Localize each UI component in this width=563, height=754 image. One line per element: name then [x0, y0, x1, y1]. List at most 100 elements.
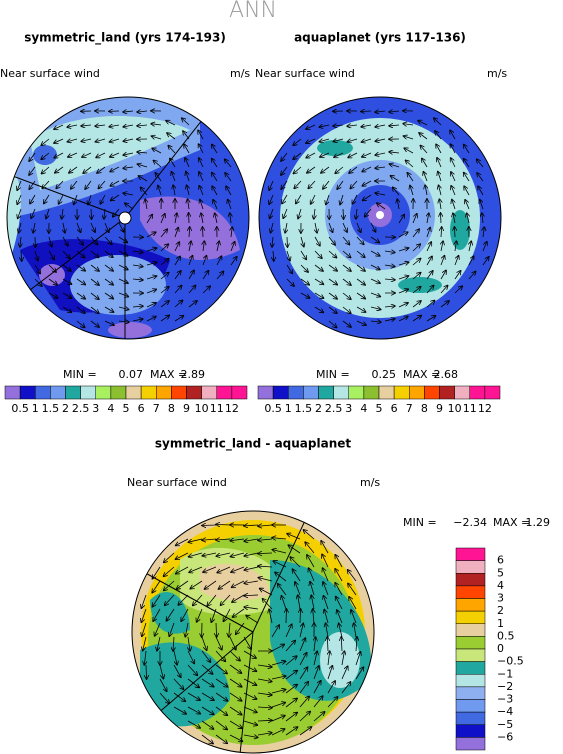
- wind-arrow: [271, 676, 286, 680]
- wind-arrow: [468, 271, 476, 280]
- wind-arrow: [258, 566, 273, 567]
- colorbar-box: [110, 385, 127, 400]
- wind-arrow: [477, 173, 484, 182]
- wind-arrow: [109, 139, 120, 142]
- wind-arrow: [81, 139, 92, 141]
- wind-arrow: [183, 131, 190, 140]
- map-left: [7, 97, 249, 339]
- wind-arrow: [453, 213, 455, 224]
- colorbar-box: [140, 385, 157, 400]
- wind-arrow: [389, 152, 400, 153]
- wind-arrow: [327, 666, 332, 680]
- wind-arrow: [243, 678, 257, 685]
- wind-arrow: [236, 622, 245, 634]
- wind-arrow: [205, 580, 217, 589]
- wind-arrow: [363, 194, 372, 200]
- colorbar-label: 0.5: [11, 402, 29, 415]
- wind-arrow: [90, 320, 99, 327]
- wind-arrow: [314, 250, 322, 258]
- colorbar-label: 1.5: [295, 402, 313, 415]
- wind-arrow: [188, 636, 190, 651]
- wind-arrow: [104, 236, 112, 244]
- wind-arrow: [337, 610, 343, 624]
- wind-arrow: [20, 236, 21, 247]
- wind-arrow: [300, 264, 308, 272]
- max-label: MAX =: [403, 368, 440, 381]
- wind-arrow: [327, 637, 328, 652]
- wind-arrow: [426, 228, 430, 238]
- wind-arrow: [178, 594, 189, 605]
- colorbar-label: 6: [391, 402, 398, 415]
- wind-arrow: [351, 610, 357, 624]
- colorbar-box: [455, 648, 486, 662]
- wind-arrow: [42, 180, 50, 188]
- wind-arrow: [334, 152, 344, 157]
- colorbar-box: [125, 385, 142, 400]
- colorbar-label: −5: [497, 718, 513, 731]
- wind-arrow: [215, 213, 217, 224]
- wind-arrow: [118, 278, 128, 283]
- wind-arrow: [202, 525, 217, 526]
- wind-arrow: [181, 608, 189, 621]
- wind-arrow: [201, 678, 214, 687]
- wind-arrow: [398, 303, 408, 308]
- colorbar-label: 10: [448, 402, 462, 415]
- wind-arrow: [412, 287, 421, 294]
- wind-arrow: [215, 636, 222, 650]
- wind-arrow: [190, 580, 203, 589]
- wind-arrow: [467, 213, 469, 224]
- wind-arrow: [193, 594, 203, 605]
- wind-arrow: [226, 186, 232, 196]
- wind-arrow: [441, 241, 443, 252]
- wind-arrow: [354, 623, 356, 638]
- wind-arrow: [176, 538, 189, 546]
- wind-arrow: [328, 306, 337, 313]
- wind-arrow: [165, 594, 175, 605]
- wind-arrow: [464, 186, 470, 196]
- colorbar-box: [171, 385, 187, 400]
- wind-arrow: [355, 667, 363, 680]
- wind-arrow: [397, 199, 399, 210]
- units-label: m/s: [230, 67, 250, 80]
- wind-arrow: [342, 306, 351, 313]
- wind-arrow: [118, 236, 127, 243]
- wind-arrow: [299, 623, 303, 638]
- wind-arrow: [300, 609, 301, 624]
- wind-arrow: [173, 650, 177, 665]
- field-label: Near surface wind: [255, 67, 355, 80]
- wind-arrow: [163, 566, 175, 576]
- wind-arrow: [48, 250, 54, 260]
- wind-arrow: [153, 160, 162, 168]
- wind-arrow: [146, 276, 157, 279]
- wind-arrow: [31, 208, 36, 218]
- wind-arrow: [173, 706, 186, 714]
- wind-arrow: [244, 566, 259, 570]
- wind-arrow: [375, 167, 386, 168]
- wind-arrow: [201, 213, 203, 224]
- wind-arrow: [160, 315, 169, 322]
- wind-arrow: [299, 682, 308, 694]
- wind-arrow: [315, 222, 317, 233]
- wind-arrow: [83, 166, 92, 173]
- wind-arrow: [333, 125, 344, 126]
- colorbar-label: 2: [497, 604, 504, 617]
- wind-arrow: [123, 153, 134, 155]
- wind-arrow: [300, 278, 309, 285]
- wind-arrow: [398, 316, 408, 322]
- colorbar-label: 2.5: [325, 402, 343, 415]
- max-value: 2.89: [181, 368, 206, 381]
- wind-arrow: [282, 194, 288, 204]
- wind-arrow: [319, 125, 330, 127]
- wind-arrow: [243, 706, 257, 712]
- wind-arrow: [201, 650, 210, 662]
- wind-arrow: [29, 166, 36, 175]
- wind-arrow: [384, 251, 395, 252]
- wind-arrow: [174, 228, 178, 238]
- wind-arrow: [155, 173, 162, 182]
- wind-arrow: [82, 152, 92, 157]
- wind-arrow: [440, 270, 446, 280]
- wind-arrow: [412, 316, 421, 322]
- wind-arrow: [468, 256, 474, 266]
- wind-arrow: [202, 286, 210, 294]
- wind-arrow: [185, 622, 188, 637]
